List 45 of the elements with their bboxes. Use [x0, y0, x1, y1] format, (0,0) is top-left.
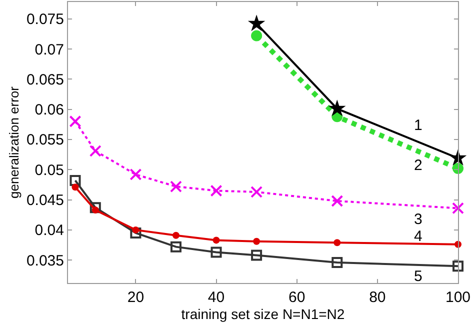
y-tick-label: 0.035	[26, 252, 64, 270]
point	[210, 246, 222, 258]
point	[212, 236, 220, 244]
series-label: 2	[414, 157, 422, 174]
x-axis-title: training set size N=N1=N2	[181, 306, 345, 322]
point	[332, 257, 343, 268]
point	[130, 227, 142, 238]
point	[334, 239, 341, 246]
x-tick-label: 100	[445, 289, 471, 306]
point	[89, 144, 102, 157]
point	[452, 260, 464, 272]
point	[72, 184, 79, 191]
series-label: 4	[414, 228, 422, 245]
point	[90, 202, 101, 214]
point	[253, 238, 260, 245]
point	[70, 174, 81, 186]
point	[251, 250, 262, 261]
point	[170, 241, 182, 252]
y-tick-label: 0.04	[34, 222, 64, 240]
y-tick-label: 0.065	[26, 71, 64, 88]
y-tick-label: 0.075	[26, 11, 64, 28]
y-tick-label: 0.055	[26, 132, 64, 149]
point	[251, 30, 262, 42]
x-tick-label: 20	[127, 289, 144, 306]
series-label: 3	[414, 211, 422, 228]
point	[331, 194, 344, 207]
x-tick-label: 60	[288, 289, 306, 306]
y-axis-title: generalization error	[6, 86, 22, 199]
point	[210, 184, 222, 197]
point	[248, 14, 266, 32]
y-tick-label: 0.06	[34, 102, 64, 119]
point	[250, 186, 263, 198]
point	[328, 100, 346, 116]
series-label: 5	[414, 268, 422, 285]
x-tick-label: 40	[208, 289, 225, 306]
point	[130, 168, 142, 180]
y-tick-label: 0.07	[34, 41, 64, 58]
x-tick-label: 80	[369, 289, 386, 306]
point	[452, 202, 464, 214]
y-tick-label: 0.05	[34, 162, 64, 179]
point	[69, 115, 82, 128]
series-label: 1	[414, 117, 422, 134]
point	[172, 232, 180, 239]
y-tick-label: 0.045	[26, 192, 64, 210]
point	[170, 180, 182, 193]
